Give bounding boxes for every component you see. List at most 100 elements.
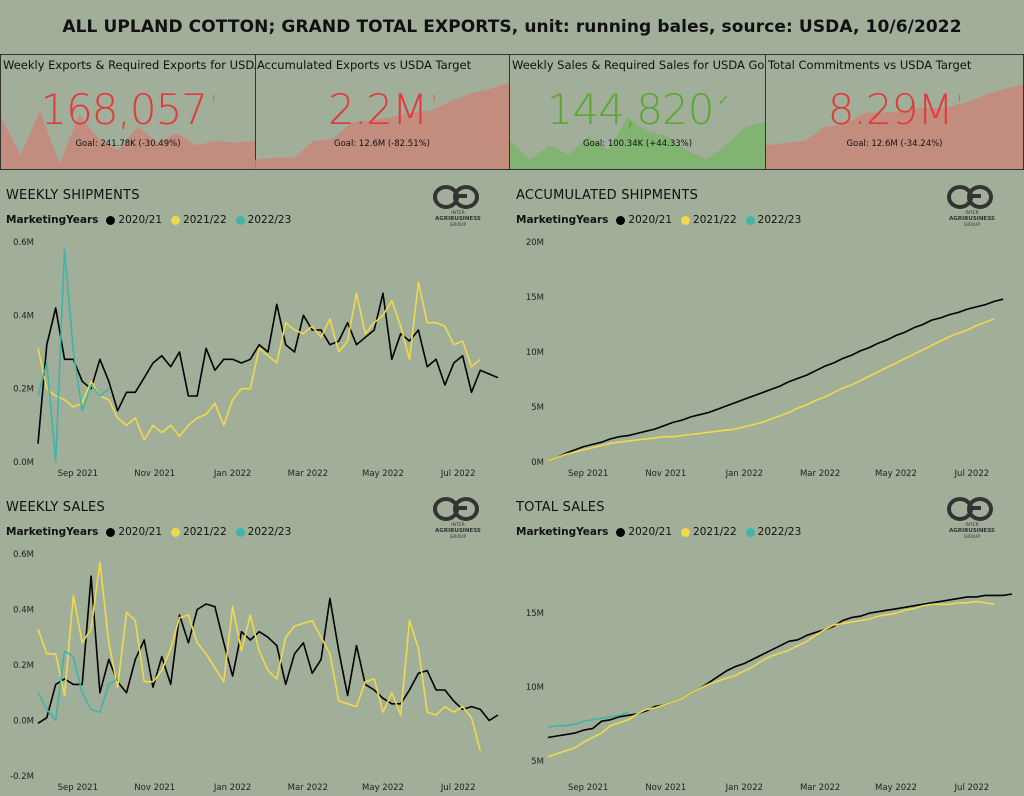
series-line-2021-22[interactable] <box>37 561 482 752</box>
legend-item[interactable]: 2020/21 <box>616 214 672 226</box>
logo-line-1: INTER <box>451 522 464 528</box>
x-tick-label: Mar 2022 <box>800 783 840 793</box>
legend-label: MarketingYears <box>6 526 99 538</box>
kpi-value-text: 168,057 <box>40 85 208 134</box>
x-tick-label: Jul 2022 <box>440 469 476 479</box>
x-tick-label: May 2022 <box>362 783 404 793</box>
legend-item-label: 2020/21 <box>628 526 673 538</box>
x-tick-label: Mar 2022 <box>288 783 328 793</box>
kpi-goal: Goal: 100.34K (+44.33%) <box>582 139 693 149</box>
series-line-2021-22[interactable] <box>37 281 481 441</box>
warning-icon: ! <box>431 93 437 109</box>
legend-item[interactable]: 2020/21 <box>616 526 672 538</box>
x-tick-label: Nov 2021 <box>134 469 175 479</box>
kpi-value-text: 8.29M <box>827 85 954 134</box>
chart-canvas: 0M 5M 10M 15M 20M Sep 2021 Nov 2021 Jan 2022 Mar… <box>526 238 1004 479</box>
kpi-goal: Goal: 12.6M (-82.51%) <box>334 139 430 149</box>
legend-dot-icon <box>235 527 245 537</box>
x-tick-label: May 2022 <box>875 783 917 793</box>
legend-item-label: 2021/22 <box>183 214 227 226</box>
legend-dot-icon <box>745 215 755 225</box>
warning-icon: ! <box>956 93 963 109</box>
x-tick-label: Mar 2022 <box>288 469 328 479</box>
legend-item[interactable]: 2020/21 <box>106 214 162 226</box>
logo-line-3: GROUP <box>964 534 980 540</box>
chart-canvas: 5M 10M 15M Sep 2021 Nov 2021 Jan 2022 Mar 2022… <box>526 593 1013 793</box>
legend-dot-icon <box>171 215 181 225</box>
legend-item-label: 2021/22 <box>693 526 737 538</box>
legend-item[interactable]: 2022/23 <box>235 526 292 538</box>
y-tick-label: 20M <box>526 238 544 248</box>
chart-legend: MarketingYears 2020/21 2021/22 2022/23 <box>6 214 296 226</box>
y-tick-label: 0.6M <box>13 238 34 248</box>
logo-line-1: INTER <box>965 210 978 216</box>
x-tick-label: Nov 2021 <box>134 783 175 793</box>
x-tick-label: Jan 2022 <box>213 469 251 479</box>
accumulated-exports-card: Accumulated Exports vs USDA Target 2.2M! G… <box>255 55 510 170</box>
kpi-goal: Goal: 12.6M (-34.24%) <box>846 139 943 149</box>
x-tick-label: Nov 2021 <box>645 469 686 479</box>
legend-item-label: 2021/22 <box>183 526 227 538</box>
series-line-2022-23[interactable] <box>37 248 110 463</box>
series-line-2021-22[interactable] <box>547 600 995 758</box>
y-tick-label: 0.2M <box>13 661 34 671</box>
y-tick-label: 5M <box>531 757 544 767</box>
legend-item-label: 2022/23 <box>247 526 292 538</box>
x-tick-label: Jul 2022 <box>954 783 990 793</box>
legend-item-label: 2022/23 <box>247 214 292 226</box>
legend-label: MarketingYears <box>516 214 609 226</box>
kpi-trend-area <box>1 110 255 169</box>
series-line-2022-23[interactable] <box>547 711 629 728</box>
y-tick-label: 0.6M <box>13 550 34 560</box>
total-commitments-card: Total Commitments vs USDA Target 8.29M! Go… <box>766 55 1024 170</box>
total-sales-panel: TOTAL SALES MarketingYears 2020/21 2021/22 2… <box>510 482 1024 796</box>
x-tick-label: Jan 2022 <box>725 783 763 793</box>
legend-item[interactable]: 2022/23 <box>745 214 801 226</box>
logo-line-1: INTER <box>451 210 464 216</box>
x-tick-label: Jan 2022 <box>725 469 763 479</box>
legend-dot-icon <box>106 527 116 537</box>
series-line-2020-21[interactable] <box>547 593 1013 739</box>
x-tick-label: Mar 2022 <box>800 469 840 479</box>
legend-item[interactable]: 2022/23 <box>235 214 292 226</box>
logo-line-2: AGRIBUSINESS <box>435 216 481 222</box>
weekly-sales-card: Weekly Sales & Required Sales for USDA G… <box>510 55 766 170</box>
series-line-2020-21[interactable] <box>37 575 499 724</box>
kpi-value: 144,820 ✓ <box>510 85 765 134</box>
series-line-2021-22[interactable] <box>547 318 995 462</box>
y-tick-label: 0M <box>531 458 544 468</box>
kpi-value: 168,057! <box>1 85 255 134</box>
y-tick-label: 0.0M <box>13 717 34 727</box>
logo-line-3: GROUP <box>964 222 980 228</box>
y-tick-label: 0.4M <box>13 606 34 616</box>
legend-label: MarketingYears <box>6 214 99 226</box>
legend-item[interactable]: 2021/22 <box>171 214 227 226</box>
legend-item-label: 2020/21 <box>118 214 163 226</box>
series-line-2020-21[interactable] <box>547 298 1004 462</box>
kpi-title: Accumulated Exports vs USDA Target <box>257 58 472 72</box>
legend-label: MarketingYears <box>516 526 609 538</box>
legend-item-label: 2020/21 <box>628 214 673 226</box>
legend-dot-icon <box>171 527 181 537</box>
warning-icon: ! <box>211 93 217 109</box>
legend-item[interactable]: 2022/23 <box>745 526 801 538</box>
legend-dot-icon <box>681 215 691 225</box>
kpi-value: 2.2M! <box>255 85 509 134</box>
y-tick-label: 10M <box>526 683 544 693</box>
kpi-title: Weekly Sales & Required Sales for USDA G… <box>512 58 766 72</box>
legend-item[interactable]: 2021/22 <box>171 526 227 538</box>
logo-line-1: INTER <box>965 522 978 528</box>
legend-item[interactable]: 2021/22 <box>681 214 737 226</box>
chart-canvas: 0.0M 0.2M 0.4M 0.6M Sep 2021 Nov 2021 Jan 2022… <box>13 238 499 479</box>
weekly-shipments-panel: WEEKLY SHIPMENTS MarketingYears 2020/21 202… <box>0 170 511 482</box>
series-line-2022-23[interactable] <box>37 650 119 722</box>
legend-item[interactable]: 2021/22 <box>681 526 737 538</box>
legend-item[interactable]: 2020/21 <box>106 526 162 538</box>
legend-item-label: 2020/21 <box>118 526 163 538</box>
kpi-value-text: 2.2M <box>328 85 428 134</box>
series-line-2020-21[interactable] <box>37 292 499 444</box>
x-tick-label: Nov 2021 <box>645 783 686 793</box>
